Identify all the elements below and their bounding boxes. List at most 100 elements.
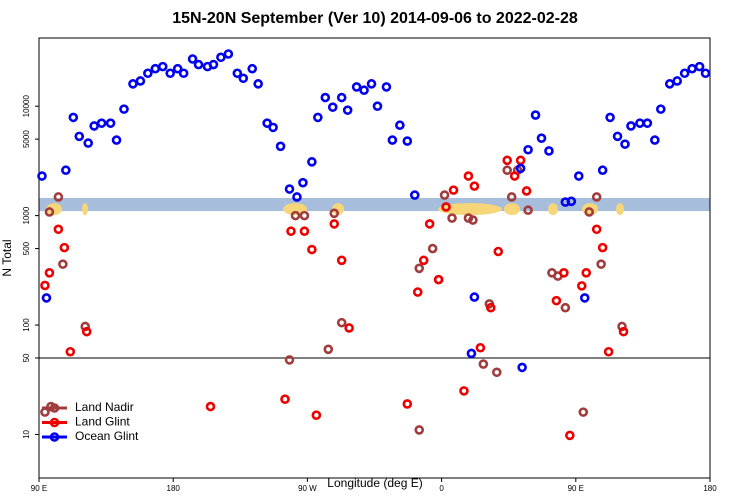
point bbox=[469, 292, 480, 302]
point bbox=[502, 165, 513, 176]
point bbox=[89, 121, 99, 131]
point bbox=[58, 259, 68, 269]
point bbox=[414, 425, 425, 435]
point bbox=[329, 208, 340, 219]
point bbox=[515, 155, 526, 166]
x-tick-label: 90 E bbox=[31, 484, 47, 493]
point bbox=[275, 141, 286, 152]
x-tick-label: 90 W bbox=[298, 484, 317, 493]
y-tick-label: 10000 bbox=[22, 95, 31, 118]
point bbox=[565, 430, 575, 441]
point bbox=[530, 110, 541, 120]
point bbox=[672, 76, 682, 86]
point bbox=[299, 226, 310, 237]
point bbox=[253, 79, 263, 89]
x-tick-label: 180 bbox=[703, 484, 717, 493]
y-tick-label: 500 bbox=[22, 241, 31, 255]
chart-title: 15N-20N September (Ver 10) 2014-09-06 to… bbox=[172, 10, 578, 27]
point bbox=[395, 120, 405, 131]
point bbox=[262, 118, 272, 128]
point bbox=[612, 131, 623, 142]
point bbox=[44, 207, 55, 217]
point bbox=[387, 135, 398, 145]
point bbox=[178, 68, 189, 79]
point bbox=[307, 157, 317, 167]
point bbox=[208, 59, 219, 70]
point bbox=[359, 85, 369, 96]
point bbox=[329, 219, 340, 229]
point bbox=[74, 131, 85, 142]
x-axis-label: Longitude (deg E) bbox=[327, 476, 422, 490]
point bbox=[620, 139, 630, 149]
point bbox=[597, 165, 608, 176]
point bbox=[502, 155, 513, 166]
point bbox=[327, 102, 338, 112]
point bbox=[135, 76, 146, 86]
point bbox=[448, 185, 459, 195]
point bbox=[635, 118, 645, 128]
y-tick-label: 50 bbox=[22, 353, 31, 362]
x-tick-label: 90 E bbox=[568, 484, 584, 493]
legend-marker bbox=[49, 432, 60, 442]
point bbox=[83, 138, 94, 148]
point bbox=[596, 259, 606, 269]
point bbox=[581, 268, 592, 278]
point bbox=[551, 295, 562, 306]
point bbox=[223, 49, 234, 59]
point bbox=[187, 54, 198, 64]
point bbox=[466, 348, 477, 359]
point bbox=[299, 210, 310, 221]
point bbox=[650, 135, 660, 145]
point bbox=[165, 68, 176, 79]
y-tick-label: 1000 bbox=[22, 206, 31, 224]
point bbox=[53, 192, 64, 202]
point bbox=[584, 207, 595, 217]
point bbox=[53, 224, 64, 235]
point bbox=[286, 226, 296, 237]
point bbox=[80, 321, 91, 332]
point bbox=[336, 255, 347, 266]
point bbox=[372, 101, 383, 111]
point bbox=[605, 112, 615, 123]
x-tick-label: 0 bbox=[439, 484, 444, 493]
legend-label: Land Nadir bbox=[75, 400, 134, 414]
point bbox=[298, 177, 308, 188]
point bbox=[566, 196, 577, 207]
point bbox=[544, 146, 554, 156]
point bbox=[459, 386, 469, 396]
point bbox=[591, 224, 602, 235]
band-patch bbox=[438, 203, 502, 216]
point bbox=[664, 79, 675, 89]
point bbox=[679, 68, 690, 79]
point bbox=[626, 121, 636, 131]
point bbox=[523, 205, 533, 216]
point bbox=[381, 82, 392, 92]
point bbox=[128, 79, 138, 89]
point bbox=[506, 192, 517, 202]
band-patch bbox=[82, 203, 88, 216]
band-patch bbox=[504, 203, 520, 216]
point bbox=[578, 407, 589, 417]
y-tick-label: 100 bbox=[22, 318, 31, 332]
point bbox=[517, 362, 527, 373]
point bbox=[603, 346, 614, 357]
point bbox=[486, 302, 496, 313]
point bbox=[597, 242, 608, 253]
point bbox=[172, 63, 183, 74]
point bbox=[111, 135, 122, 145]
point bbox=[351, 82, 362, 92]
point bbox=[478, 359, 489, 369]
band-patch bbox=[46, 203, 62, 216]
point bbox=[96, 118, 107, 128]
legend-label: Ocean Glint bbox=[75, 429, 139, 443]
point bbox=[68, 112, 79, 123]
point bbox=[65, 346, 76, 357]
point bbox=[655, 104, 666, 114]
point bbox=[216, 52, 226, 63]
point bbox=[591, 192, 602, 202]
point bbox=[576, 281, 587, 291]
point bbox=[81, 326, 92, 337]
point bbox=[642, 118, 653, 128]
point bbox=[402, 399, 413, 409]
point bbox=[694, 61, 705, 72]
